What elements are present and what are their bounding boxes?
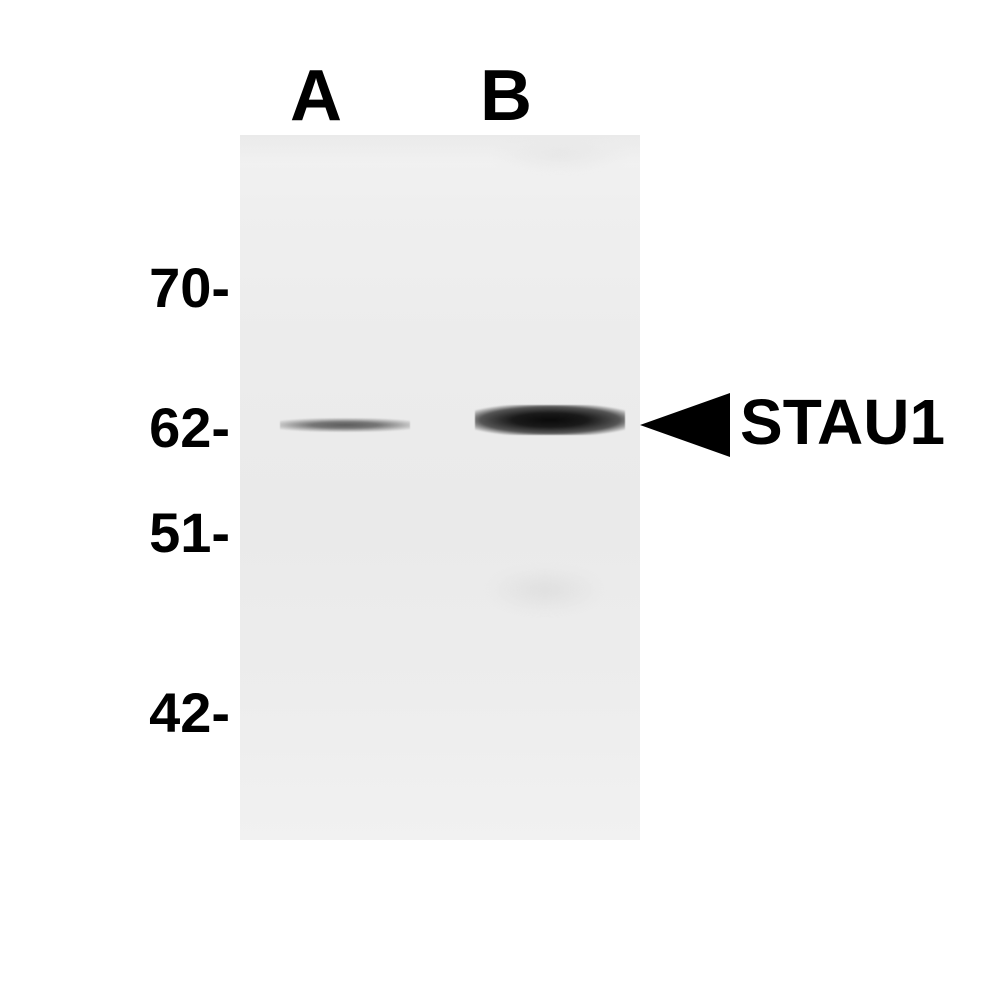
- target-arrow-icon: [640, 393, 740, 457]
- lane-label-a: A: [290, 55, 342, 137]
- band-lane-a: [280, 418, 410, 432]
- marker-51: 51-: [95, 500, 230, 565]
- lane-label-b: B: [480, 55, 532, 137]
- target-protein-label: STAU1: [740, 385, 945, 459]
- membrane-background: [240, 135, 640, 840]
- marker-70: 70-: [95, 255, 230, 320]
- western-blot-membrane: [240, 135, 640, 840]
- marker-62: 62-: [95, 395, 230, 460]
- marker-42: 42-: [95, 680, 230, 745]
- membrane-shadow-top: [240, 135, 640, 163]
- membrane-smudge: [485, 565, 605, 615]
- band-lane-b: [475, 405, 625, 435]
